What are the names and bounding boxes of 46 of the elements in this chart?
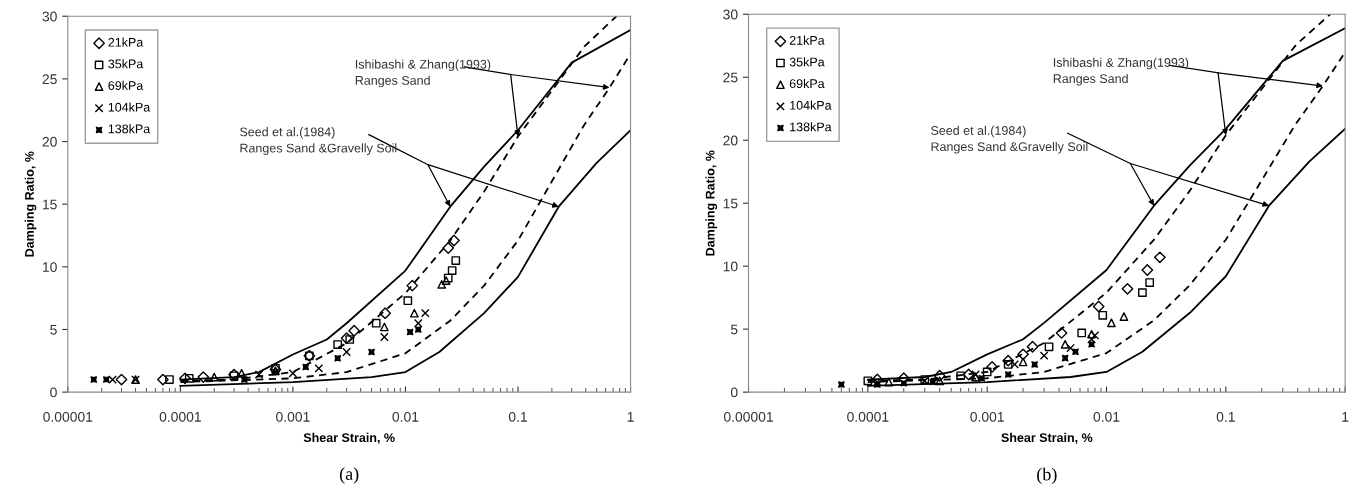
y-axis-title: Damping Ratio, %: [705, 150, 718, 256]
text: (b): [1037, 467, 1057, 485]
y-tick-label: 20: [723, 135, 738, 146]
y-tick-label: 10: [723, 261, 738, 272]
legend-label: 104kPa: [108, 102, 151, 112]
y-tick-label: 10: [43, 262, 57, 272]
y-tick-label: 0: [50, 387, 57, 398]
x-tick-label: 0.001: [276, 411, 310, 422]
legend-label: 138kPa: [790, 122, 832, 132]
legend-label: 21kPa: [789, 35, 825, 45]
x-tick-label: 0.0001: [847, 411, 889, 422]
annotation: Seed et al.(1984) Ranges Sand &Gravelly Soil: [931, 125, 1088, 154]
y-tick-label: 30: [723, 9, 738, 20]
y-tick-label: 15: [43, 199, 57, 210]
x-tick-label: 0.00001: [43, 411, 93, 422]
x-tick-label: 0.1: [1216, 411, 1235, 422]
x-tick-label: 0.1: [508, 411, 527, 422]
y-tick-label: 5: [730, 324, 738, 335]
legend-label: 35kPa: [108, 59, 144, 69]
annotation: Seed et al.(1984) Ranges Sand &Gravelly Soil: [240, 127, 397, 155]
annotation: Ishibashi & Zhang(1993) Ranges Sand: [1053, 57, 1189, 86]
y-tick-label: 25: [42, 74, 57, 85]
x-tick-label: 1: [627, 412, 634, 422]
x-tick-label: 0.0001: [159, 411, 201, 422]
x-tick-label: 0.01: [1093, 411, 1120, 422]
legend-label: 21kPa: [108, 37, 144, 47]
x-tick-label: 1: [1342, 412, 1349, 422]
y-tick-label: 0: [730, 387, 738, 398]
x-tick-label: 0.01: [392, 411, 419, 422]
y-tick-label: 5: [50, 324, 57, 335]
legend-label: 69kPa: [108, 80, 144, 90]
y-tick-label: 15: [723, 198, 738, 209]
annotation: Ishibashi & Zhang(1993) Ranges Sand: [355, 59, 491, 88]
legend-label: 35kPa: [789, 57, 825, 67]
y-tick-label: 30: [42, 11, 57, 22]
legend-label: 69kPa: [789, 78, 825, 89]
x-tick-label: 0.001: [970, 411, 1004, 422]
legend-label: 104kPa: [790, 100, 832, 110]
y-tick-label: 20: [42, 136, 57, 147]
y-tick-label: 25: [723, 72, 738, 83]
x-tick-label: 0.00001: [723, 411, 773, 422]
y-axis-title: Damping Ratio, %: [24, 151, 37, 257]
text: (a): [339, 467, 359, 484]
x-axis-title: Shear Strain, %: [303, 432, 395, 444]
legend-label: 138kPa: [108, 124, 151, 134]
x-axis-title: Shear Strain, %: [1001, 432, 1093, 444]
